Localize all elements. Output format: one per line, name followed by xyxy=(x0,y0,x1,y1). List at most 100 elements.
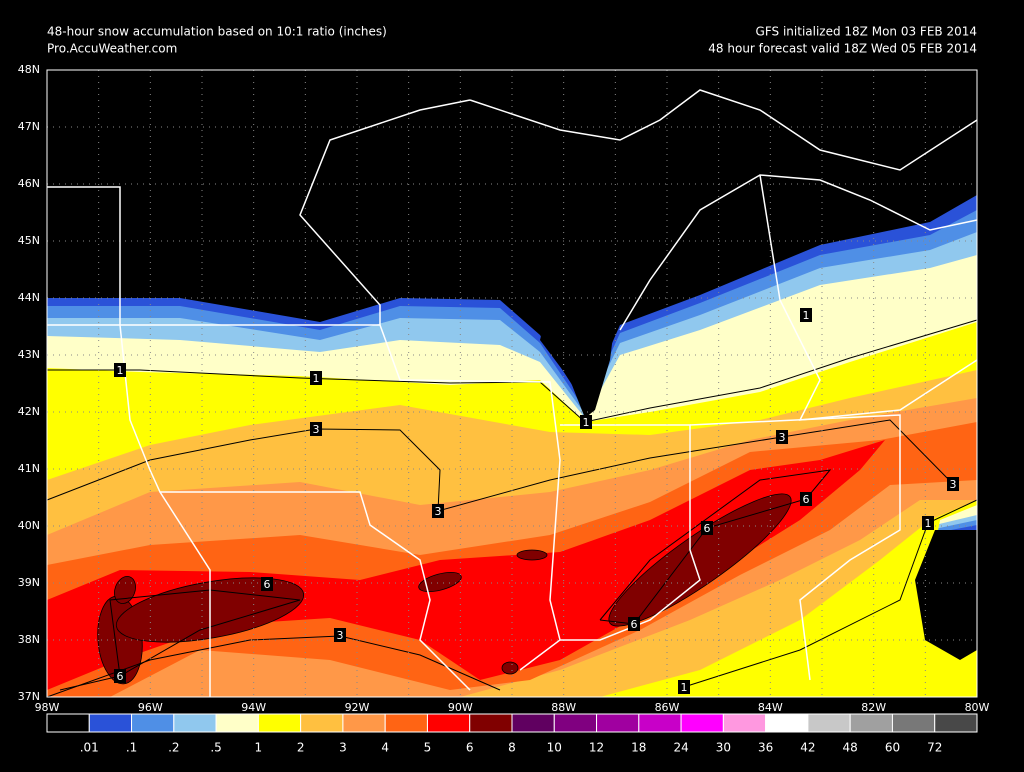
legend-label: 48 xyxy=(843,741,858,755)
contour-label-box xyxy=(800,308,812,322)
legend-label: .5 xyxy=(210,741,221,755)
contour-label: 3 xyxy=(432,504,444,518)
lake-erie xyxy=(915,530,977,660)
legend-label: 6 xyxy=(466,741,474,755)
border-line xyxy=(689,414,901,681)
contour-label: 1 xyxy=(678,680,690,694)
contour-label: 6 xyxy=(114,669,126,683)
legend-swatch xyxy=(680,713,724,733)
snow-core xyxy=(608,493,792,627)
legend-swatch xyxy=(469,713,513,733)
contour-label-text: 6 xyxy=(264,578,271,591)
legend-swatch xyxy=(384,713,428,733)
legend-label: 1 xyxy=(255,741,263,755)
legend-label: 2 xyxy=(297,741,305,755)
legend-label: 18 xyxy=(631,741,646,755)
snow-core xyxy=(501,661,519,675)
lat-label: 39N xyxy=(18,576,40,589)
legend-swatch xyxy=(88,713,133,733)
contour-label-text: 3 xyxy=(435,505,442,518)
contour-label-box xyxy=(800,492,812,506)
snow-core xyxy=(418,572,462,592)
legend: .01.1.2.5 1 2 3 4 5 6 8 10 12 18 24 30 36 42 48 60 72 xyxy=(46,713,978,755)
lon-label: 90W xyxy=(448,701,473,714)
legend-label: .01 xyxy=(80,741,99,755)
lon-label: 84W xyxy=(758,701,783,714)
contour-label-box xyxy=(922,516,934,530)
source: Pro.AccuWeather.com xyxy=(47,42,177,56)
contour-label-text: 1 xyxy=(925,517,932,530)
init-time: GFS initialized 18Z Mon 03 FEB 2014 xyxy=(756,25,977,39)
lat-label: 48N xyxy=(18,63,40,76)
contour-label: 3 xyxy=(776,430,788,444)
contour-line xyxy=(47,319,978,423)
lat-label: 42N xyxy=(18,405,40,418)
contour-label-box xyxy=(432,504,444,518)
lat-label: 44N xyxy=(18,291,40,304)
snow-core xyxy=(516,549,548,561)
contour-label: 3 xyxy=(334,628,346,642)
legend-swatch xyxy=(553,713,598,733)
contour-label-box xyxy=(628,617,640,631)
snow-band xyxy=(47,440,885,690)
lat-label: 38N xyxy=(18,633,40,646)
legend-swatch xyxy=(807,713,851,733)
legend-label: 72 xyxy=(927,741,942,755)
legend-label: 24 xyxy=(673,741,688,755)
contour-label-box xyxy=(334,628,346,642)
valid-time: 48 hour forecast valid 18Z Wed 05 FEB 20… xyxy=(708,42,977,56)
legend-label: 8 xyxy=(508,741,516,755)
contour-label: 6 xyxy=(628,617,640,631)
contour-label-box xyxy=(114,363,126,377)
border-line xyxy=(119,324,471,691)
legend-label: 5 xyxy=(424,741,432,755)
legend-swatch xyxy=(426,713,471,733)
border-line xyxy=(159,491,211,697)
border-line xyxy=(47,186,121,326)
contour-label: 6 xyxy=(800,492,812,506)
contour-label-box xyxy=(947,477,959,491)
contour-line xyxy=(683,499,978,688)
legend-swatch xyxy=(257,713,302,733)
contour-label-text: 6 xyxy=(117,670,124,683)
lat-label: 37N xyxy=(18,690,40,703)
contour-label: 3 xyxy=(947,477,959,491)
contour-label: 1 xyxy=(922,516,934,530)
legend-swatch xyxy=(638,713,682,733)
lat-label: 46N xyxy=(18,177,40,190)
legend-label: 60 xyxy=(885,741,900,755)
legend-label: 4 xyxy=(381,741,389,755)
contour-label: 1 xyxy=(800,308,812,322)
contour-label-box xyxy=(114,669,126,683)
legend-swatch xyxy=(891,713,936,733)
legend-label: .1 xyxy=(126,741,137,755)
lat-label: 40N xyxy=(18,519,40,532)
lon-label: 96W xyxy=(138,701,163,714)
lon-label: 98W xyxy=(35,701,60,714)
contour-label-text: 6 xyxy=(631,618,638,631)
border-line xyxy=(469,89,978,171)
title: 48-hour snow accumulation based on 10:1 … xyxy=(47,25,387,39)
contour-label-text: 1 xyxy=(803,309,810,322)
contour-label-box xyxy=(678,680,690,694)
lat-label: 43N xyxy=(18,348,40,361)
lon-label: 92W xyxy=(345,701,370,714)
contour-label-box xyxy=(776,430,788,444)
lat-label: 47N xyxy=(18,120,40,133)
contour-label-text: 3 xyxy=(779,431,786,444)
legend-label: 30 xyxy=(716,741,731,755)
contour-label: 6 xyxy=(701,521,713,535)
legend-swatch xyxy=(215,713,259,733)
contour-label: 1 xyxy=(580,415,592,429)
legend-label: 10 xyxy=(547,741,562,755)
contour-label-box xyxy=(701,521,713,535)
contour-label: 6 xyxy=(261,577,273,591)
contour-label-text: 1 xyxy=(681,681,688,694)
map: 1 1 1 1 1 1 3 3 3 3 3 6 6 6 6 6 xyxy=(46,69,978,698)
lon-label: 94W xyxy=(241,701,266,714)
contour-label-box xyxy=(310,422,322,436)
legend-swatch xyxy=(765,713,809,733)
lake-michigan xyxy=(540,170,625,418)
legend-swatch xyxy=(511,713,555,733)
lon-label: 88W xyxy=(551,701,576,714)
